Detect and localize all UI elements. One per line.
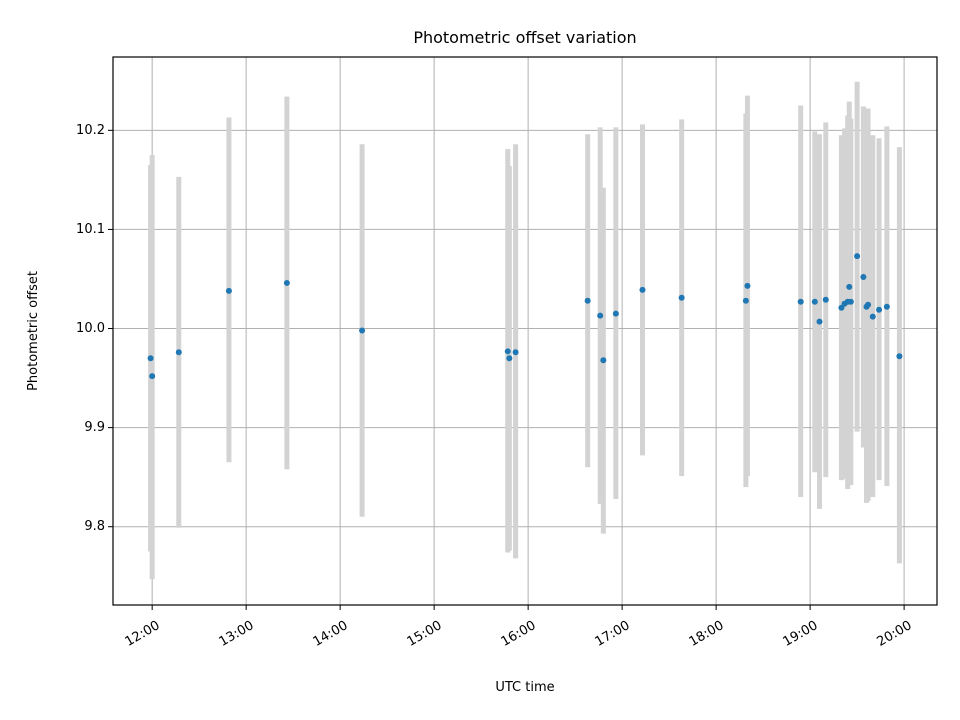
x-tick-label: 14:00 [311, 618, 351, 650]
data-point [506, 355, 513, 362]
data-point [876, 306, 883, 313]
data-point [822, 296, 829, 303]
data-point [797, 298, 804, 305]
data-point [149, 373, 156, 380]
y-tick-label: 9.8 [84, 519, 105, 534]
errorbar-layer [148, 81, 902, 580]
y-tick-label: 10.0 [76, 321, 105, 336]
x-tick-label: 17:00 [593, 618, 633, 650]
data-point [869, 313, 876, 320]
data-point [512, 349, 519, 356]
data-point [744, 282, 751, 289]
data-point [896, 353, 903, 360]
x-tick-label: 16:00 [499, 618, 539, 650]
data-point [742, 297, 749, 304]
data-point [639, 286, 646, 293]
data-point [883, 303, 890, 310]
data-point [175, 349, 182, 356]
y-axis-label: Photometric offset [26, 271, 41, 391]
y-tick-label: 9.9 [84, 420, 105, 435]
data-point [612, 310, 619, 317]
tick-layer: 12:00 13:00 14:00 15:00 16:00 17:00 18:00 19:00… [76, 123, 914, 650]
point-layer [147, 253, 903, 380]
x-tick-label: 15:00 [405, 618, 445, 650]
y-tick-label: 10.2 [76, 123, 105, 138]
data-point [678, 294, 685, 301]
x-tick-label: 18:00 [687, 618, 727, 650]
data-point [597, 312, 604, 319]
data-point [865, 301, 872, 308]
data-point [147, 355, 154, 362]
y-tick-label: 10.1 [76, 222, 105, 237]
data-point [847, 298, 854, 305]
data-point [600, 357, 607, 364]
plot-frame [112, 56, 938, 606]
data-point [584, 297, 591, 304]
x-tick-label: 12:00 [123, 618, 163, 650]
data-point [846, 283, 853, 290]
data-point [816, 318, 823, 325]
data-point [860, 273, 867, 280]
data-point [854, 253, 861, 260]
data-point [504, 348, 511, 355]
x-axis-label: UTC time [495, 680, 554, 695]
data-point [283, 279, 290, 286]
chart-title: Photometric offset variation [413, 28, 636, 47]
data-point [811, 298, 818, 305]
data-point [225, 287, 232, 294]
data-point [359, 327, 366, 334]
x-tick-label: 19:00 [781, 618, 821, 650]
x-tick-label: 13:00 [217, 618, 257, 650]
x-tick-label: 20:00 [875, 618, 915, 650]
